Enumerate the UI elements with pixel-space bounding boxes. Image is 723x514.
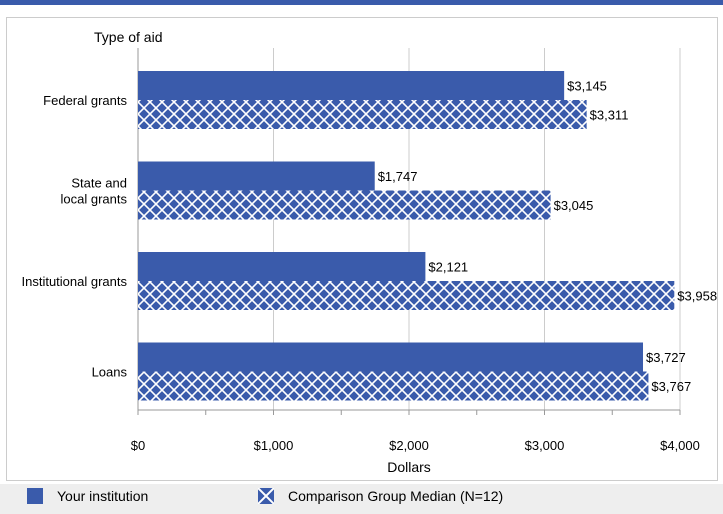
category-label: Loans — [92, 365, 128, 380]
bar-value-label: $3,727 — [646, 350, 686, 365]
x-tick-label: $1,000 — [254, 438, 294, 453]
bar — [138, 281, 675, 310]
legend-item-your-institution: Your institution — [27, 488, 148, 504]
legend-swatch-solid — [27, 488, 43, 504]
legend: Your institution Comparison Group Median… — [0, 484, 723, 514]
category-label: local grants — [61, 192, 128, 207]
category-label: Institutional grants — [21, 274, 127, 289]
legend-swatch-crosshatch — [258, 488, 274, 504]
category-label: State and — [71, 176, 127, 191]
chart: Type of aid $3,145 $3,311 $1,747 $3,045 $2,1… — [21, 29, 717, 475]
bar-value-label: $3,767 — [651, 379, 691, 394]
bar — [138, 71, 565, 100]
bar — [138, 190, 551, 220]
legend-item-comparison-group: Comparison Group Median (N=12) — [258, 488, 503, 504]
bar — [138, 371, 649, 401]
x-tick-label: $4,000 — [660, 438, 700, 453]
bar — [138, 100, 587, 129]
bar-value-label: $3,958 — [677, 289, 717, 304]
bar — [138, 342, 644, 372]
bar-value-label: $2,121 — [428, 260, 468, 275]
bar-value-label: $3,311 — [590, 108, 629, 123]
bar-value-label: $3,045 — [554, 198, 594, 213]
category-label: Federal grants — [43, 93, 127, 108]
x-tick-label: $2,000 — [389, 438, 429, 453]
legend-label: Your institution — [57, 488, 149, 504]
top-rule — [0, 0, 723, 5]
x-axis-label: Dollars — [387, 459, 431, 475]
x-tick-label: $0 — [131, 438, 145, 453]
bar-value-label: $1,747 — [378, 169, 418, 184]
x-tick-label: $3,000 — [525, 438, 565, 453]
bar-value-label: $3,145 — [567, 79, 607, 94]
legend-label: Comparison Group Median (N=12) — [288, 488, 504, 504]
chart-title: Type of aid — [94, 29, 163, 45]
bar — [138, 161, 375, 191]
bar — [138, 252, 426, 281]
